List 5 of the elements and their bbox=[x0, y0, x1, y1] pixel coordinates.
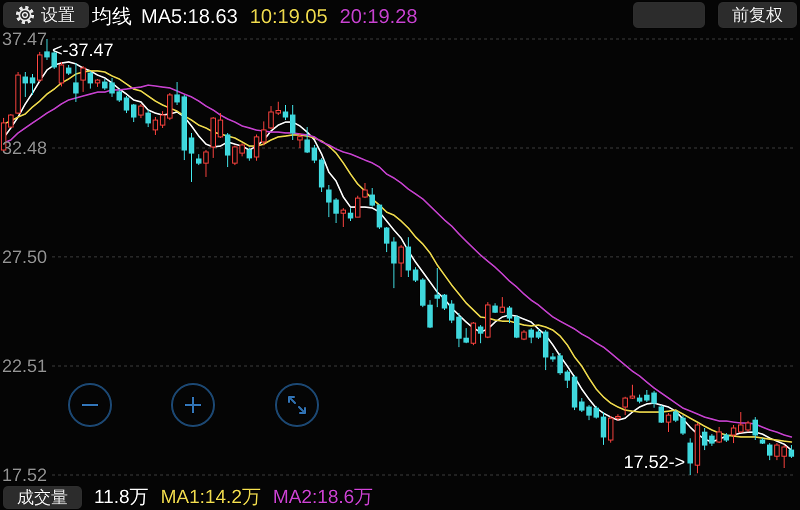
annotation: <-37.47 bbox=[52, 40, 114, 60]
annotation: 17.52-> bbox=[624, 452, 686, 472]
annotation: 11.8万 bbox=[94, 487, 149, 508]
annotation: MA2:18.6万 bbox=[272, 487, 374, 508]
annotation: MA1:14.2万 bbox=[160, 487, 261, 508]
